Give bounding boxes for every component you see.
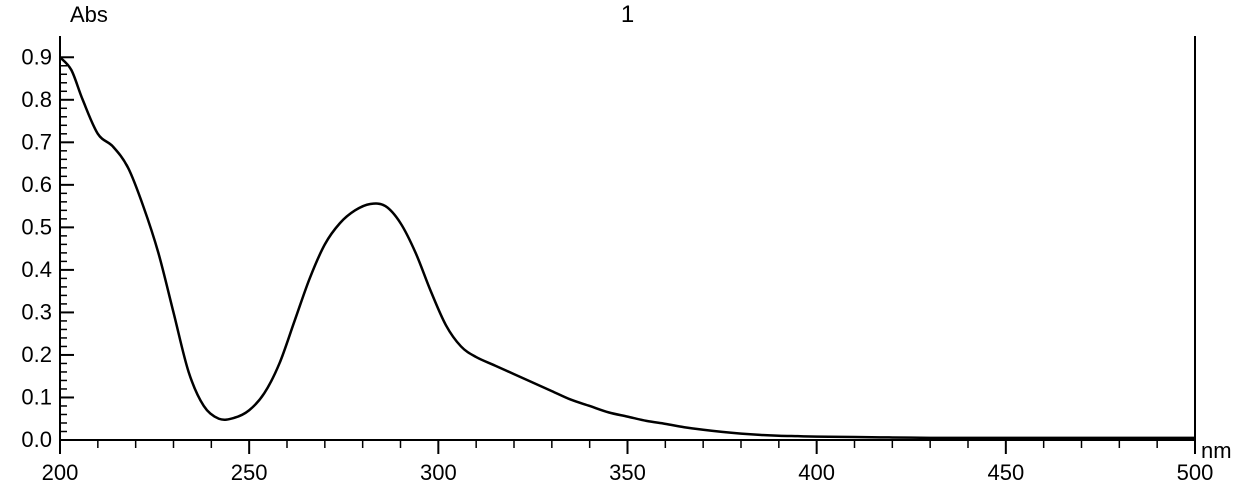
x-tick-label: 200: [42, 460, 79, 485]
x-tick-label: 400: [798, 460, 835, 485]
chart-title: 1: [621, 1, 634, 28]
x-tick-label: 300: [420, 460, 457, 485]
y-tick-label: 0.2: [21, 342, 52, 367]
x-axis-label: nm: [1201, 438, 1232, 463]
y-tick-label: 0.0: [21, 427, 52, 452]
x-tick-label: 450: [987, 460, 1024, 485]
y-tick-label: 0.6: [21, 172, 52, 197]
y-tick-label: 0.3: [21, 299, 52, 324]
chart-svg: 200 250 300 350 400 450 500 0.0 0.1 0.2 0.3 0.4 0.5 0…: [0, 0, 1239, 500]
y-tick-label: 0.5: [21, 214, 52, 239]
y-tick-label: 0.1: [21, 384, 52, 409]
x-tick-label: 250: [231, 460, 268, 485]
y-tick-label: 0.4: [21, 257, 52, 282]
y-tick-label: 0.7: [21, 129, 52, 154]
x-tick-label: 500: [1177, 460, 1214, 485]
y-tick-label: 0.9: [21, 44, 52, 69]
spectrum-line: [60, 57, 1195, 438]
y-tick-label: 0.8: [21, 87, 52, 112]
spectrum-chart: 200 250 300 350 400 450 500 0.0 0.1 0.2 0.3 0.4 0.5 0…: [0, 0, 1239, 500]
x-tick-label: 350: [609, 460, 646, 485]
y-axis-label: Abs: [70, 2, 108, 27]
